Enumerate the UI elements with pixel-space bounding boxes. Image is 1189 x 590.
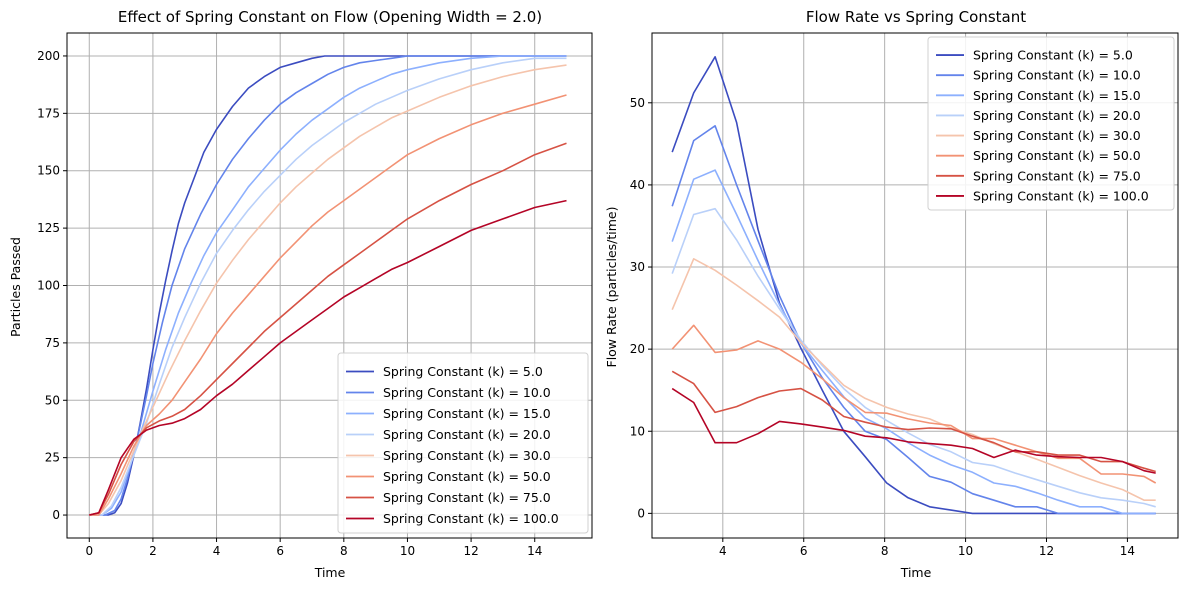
x-tick-label: 4 [213, 544, 221, 558]
y-tick-label: 50 [45, 393, 60, 407]
x-tick-label: 8 [340, 544, 348, 558]
y-axis-label: Particles Passed [8, 237, 23, 337]
x-tick-label: 14 [1120, 544, 1135, 558]
y-tick-label: 40 [630, 178, 645, 192]
x-tick-label: 6 [276, 544, 284, 558]
y-tick-label: 75 [45, 336, 60, 350]
legend-label: Spring Constant (k) = 15.0 [973, 88, 1141, 103]
x-axis-label: Time [900, 565, 932, 580]
legend-label: Spring Constant (k) = 5.0 [973, 48, 1133, 63]
x-tick-label: 10 [400, 544, 415, 558]
x-tick-label: 2 [149, 544, 157, 558]
x-tick-label: 12 [1039, 544, 1054, 558]
x-tick-label: 12 [463, 544, 478, 558]
legend-label: Spring Constant (k) = 100.0 [973, 188, 1149, 203]
series-line-0 [671, 55, 1156, 515]
y-tick-label: 0 [637, 506, 645, 520]
series-line-4 [671, 257, 1156, 502]
y-tick-label: 125 [37, 221, 60, 235]
x-tick-label: 4 [719, 544, 727, 558]
x-tick-label: 0 [85, 544, 93, 558]
legend-label: Spring Constant (k) = 30.0 [383, 448, 551, 463]
legend-label: Spring Constant (k) = 75.0 [973, 168, 1141, 183]
x-tick-label: 14 [527, 544, 542, 558]
legend-label: Spring Constant (k) = 50.0 [973, 148, 1141, 163]
y-tick-label: 20 [630, 342, 645, 356]
series-line-6 [671, 370, 1156, 473]
y-tick-label: 10 [630, 424, 645, 438]
series-line-1 [671, 125, 1156, 515]
legend: Spring Constant (k) = 5.0 Spring Constant… [927, 36, 1175, 211]
y-tick-label: 25 [45, 451, 60, 465]
legend-label: Spring Constant (k) = 15.0 [383, 406, 551, 421]
x-tick-label: 10 [958, 544, 973, 558]
axes-frame [66, 32, 593, 539]
series-line-0 [89, 55, 567, 516]
legend-label: Spring Constant (k) = 20.0 [383, 427, 551, 442]
legend-label: Spring Constant (k) = 20.0 [973, 108, 1141, 123]
chart-particles-passed: Effect of Spring Constant on Flow (Openi… [8, 8, 593, 580]
y-tick-label: 175 [37, 106, 60, 120]
y-tick-label: 0 [52, 508, 60, 522]
x-tick-label: 6 [800, 544, 808, 558]
y-tick-label: 200 [37, 49, 60, 63]
chart-title: Flow Rate vs Spring Constant [806, 8, 1026, 26]
series-line-3 [671, 207, 1156, 508]
legend-box [927, 36, 1175, 211]
legend-box [337, 352, 589, 534]
legend-label: Spring Constant (k) = 75.0 [383, 490, 551, 505]
legend-label: Spring Constant (k) = 5.0 [383, 364, 543, 379]
legend-label: Spring Constant (k) = 10.0 [383, 385, 551, 400]
plot-lines [89, 55, 567, 516]
x-tick-label: 8 [881, 544, 889, 558]
legend: Spring Constant (k) = 5.0 Spring Constant… [337, 352, 589, 534]
y-axis-label: Flow Rate (particles/time) [604, 206, 619, 367]
legend-label: Spring Constant (k) = 100.0 [383, 511, 559, 526]
series-line-5 [671, 324, 1157, 484]
axes-frame [651, 32, 1179, 539]
axis-ticks: 0 2 4 6 8 10 12 14 0 25 50 75 100 125 150 175 200 [37, 49, 542, 558]
series-line-1 [89, 55, 567, 516]
chart-title: Effect of Spring Constant on Flow (Openi… [118, 8, 542, 26]
y-tick-label: 100 [37, 279, 60, 293]
y-tick-label: 50 [630, 96, 645, 110]
chart-flow-rate: Flow Rate vs Spring Constant Time Flow R… [604, 8, 1179, 580]
x-axis-label: Time [314, 565, 346, 580]
series-line-3 [89, 57, 567, 516]
plot-lines [671, 55, 1157, 515]
series-line-7 [671, 387, 1156, 474]
legend-label: Spring Constant (k) = 10.0 [973, 68, 1141, 83]
series-line-7 [89, 199, 567, 516]
legend-label: Spring Constant (k) = 30.0 [973, 128, 1141, 143]
legend-label: Spring Constant (k) = 50.0 [383, 469, 551, 484]
y-tick-label: 30 [630, 260, 645, 274]
axis-ticks: 4 6 8 10 12 14 0 10 20 30 40 50 [630, 96, 1135, 558]
y-tick-label: 150 [37, 164, 60, 178]
